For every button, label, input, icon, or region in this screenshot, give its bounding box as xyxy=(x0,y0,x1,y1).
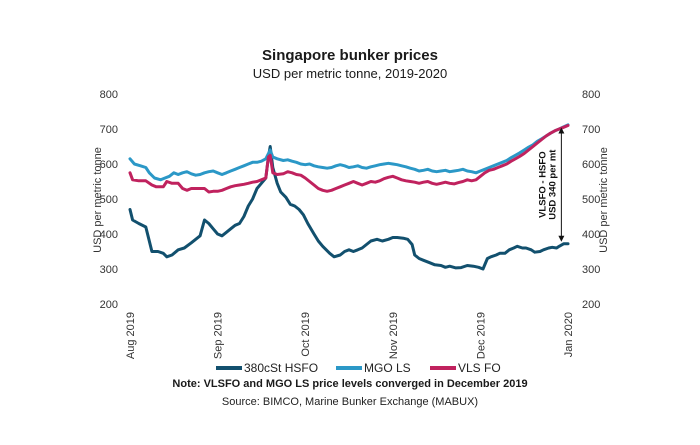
chart-title: Singapore bunker prices xyxy=(262,47,438,64)
legend-label-hsfo: 380cSt HSFO xyxy=(244,361,318,375)
chart-source: Source: BIMCO, Marine Bunker Exchange (M… xyxy=(222,396,478,408)
spread-arrowhead-bottom xyxy=(558,235,565,242)
y-tick-left-300: 300 xyxy=(100,264,118,276)
chart-note: Note: VLSFO and MGO LS price levels conv… xyxy=(172,378,527,390)
y-tick-right-500: 500 xyxy=(582,194,600,206)
spread-label-line1: VLSFO - HSFO xyxy=(537,151,548,218)
legend-label-mgo: MGO LS xyxy=(364,361,411,375)
y-axis-label-left: USD per metric tonne xyxy=(92,147,104,253)
x-tick-label: Dec 2019 xyxy=(475,312,487,359)
series-line-2 xyxy=(128,124,570,194)
x-ticks: Aug 2019 Sep 2019 Oct 2019 Nov 2019 Dec 2019… xyxy=(125,312,575,359)
legend-label-vlsfo: VLS FO xyxy=(458,361,501,375)
x-tick-label: Jan 2020 xyxy=(563,312,575,357)
x-tick-label: Oct 2019 xyxy=(300,312,312,357)
y-tick-left-200: 200 xyxy=(100,299,118,311)
y-tick-right-800: 800 xyxy=(582,89,600,101)
spread-label-line2: USD 340 per mt xyxy=(547,149,558,220)
y-tick-left-600: 600 xyxy=(100,159,118,171)
series-line-1 xyxy=(128,123,570,182)
y-axis-label-right: USD per metric tonne xyxy=(598,147,610,253)
spread-arrowhead-top xyxy=(558,127,565,134)
y-tick-right-200: 200 xyxy=(582,299,600,311)
x-tick-label: Sep 2019 xyxy=(213,312,225,359)
y-tick-right-400: 400 xyxy=(582,229,600,241)
legend: 380cSt HSFO MGO LS VLS FO xyxy=(216,361,501,375)
y-tick-right-600: 600 xyxy=(582,159,600,171)
series-lines xyxy=(128,123,570,271)
y-tick-left-800: 800 xyxy=(100,89,118,101)
series-line-0 xyxy=(128,145,570,271)
y-tick-left-400: 400 xyxy=(100,229,118,241)
y-ticks-right: 200 300 400 500 600 700 800 xyxy=(582,89,600,311)
y-tick-right-300: 300 xyxy=(582,264,600,276)
x-tick-label: Nov 2019 xyxy=(388,312,400,359)
chart-subtitle: USD per metric tonne, 2019-2020 xyxy=(253,66,447,81)
y-tick-left-700: 700 xyxy=(100,124,118,136)
spread-annotation: VLSFO - HSFO USD 340 per mt xyxy=(537,127,565,242)
y-ticks-left: 200 300 400 500 600 700 800 xyxy=(100,89,118,311)
y-tick-left-500: 500 xyxy=(100,194,118,206)
y-tick-right-700: 700 xyxy=(582,124,600,136)
x-tick-label: Aug 2019 xyxy=(125,312,137,359)
